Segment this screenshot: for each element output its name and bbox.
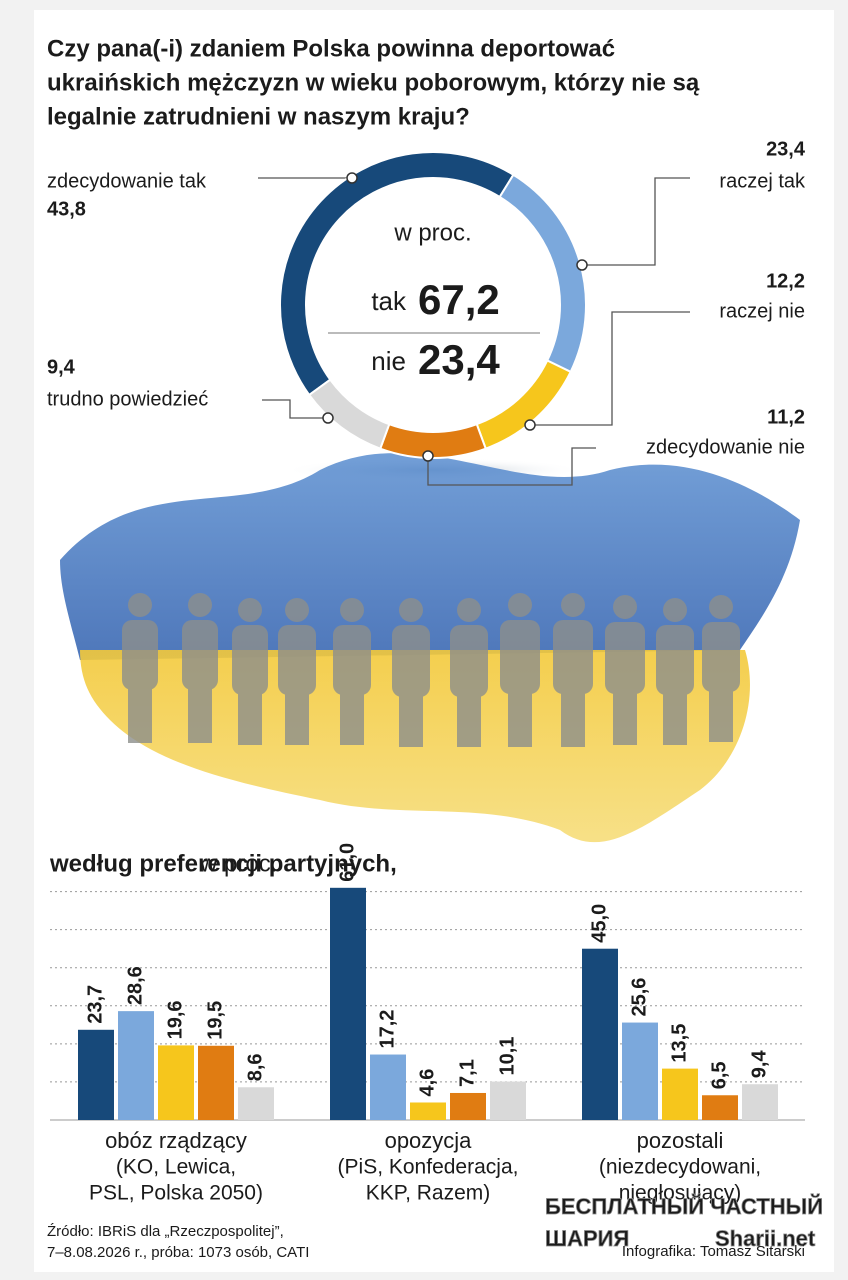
bar-value-label: 19,6 (164, 1000, 186, 1039)
title: ukraińskich mężczyzn w wieku poborowym, … (47, 69, 700, 96)
category-label: raczej nie (719, 300, 805, 322)
bar (410, 1102, 446, 1120)
bar-value-label: 13,5 (668, 1024, 690, 1063)
bar (370, 1054, 406, 1120)
category-label: pozostali (637, 1128, 724, 1153)
bar (158, 1045, 194, 1120)
title: legalnie zatrudnieni w naszym kraju? (47, 103, 470, 130)
leader-dot (346, 172, 358, 184)
bar-value-label: 45,0 (588, 904, 610, 943)
summary-value: 67,2 (418, 276, 500, 323)
watermark: ШАРИЯ (545, 1226, 629, 1251)
bar (118, 1011, 154, 1120)
value-label: 12,2 (766, 270, 805, 292)
bar-value-label: 23,7 (84, 985, 106, 1024)
bar-chart: według preferencji partyjnych,w proc. obó… (49, 843, 805, 1205)
category-label: raczej tak (719, 170, 806, 192)
flag-illustration (60, 453, 800, 843)
bar (450, 1092, 486, 1120)
summary-value: 23,4 (418, 336, 500, 383)
credit: Infografika: Tomasz Sitarski (622, 1243, 805, 1260)
watermark: Sharii.net (715, 1226, 816, 1251)
bar-value-label: 9,4 (748, 1050, 770, 1079)
bar-value-label: 17,2 (376, 1010, 398, 1049)
bar-value-label: 8,6 (244, 1053, 266, 1081)
footer: Źródło: IBRiS dla „Rzeczpospolitej”, 7–8.… (47, 1193, 823, 1261)
bar-value-label: 28,6 (124, 966, 146, 1005)
bar (702, 1095, 738, 1120)
category-note: (niezdecydowani, (599, 1156, 761, 1179)
bar (742, 1084, 778, 1120)
title: Czy pana(-i) zdaniem Polska powinna depo… (47, 35, 615, 62)
bar (78, 1029, 114, 1120)
summary-label: nie (371, 346, 406, 376)
bar-value-label: 61,0 (336, 843, 358, 882)
category-note: (PiS, Konfederacja, (338, 1156, 519, 1179)
bar (330, 887, 366, 1120)
value-label: 43,8 (47, 198, 86, 220)
bar-value-label: 7,1 (456, 1059, 478, 1087)
bar (582, 948, 618, 1120)
leader-dot (524, 419, 536, 431)
bar (662, 1068, 698, 1120)
leader-dot (422, 450, 434, 462)
category-label: zdecydowanie nie (646, 436, 805, 458)
value-label: 9,4 (47, 356, 76, 378)
donut-segment (307, 378, 391, 450)
bar-value-label: 4,6 (416, 1069, 438, 1097)
leader-dot (576, 259, 588, 271)
leader-lines (258, 177, 690, 486)
bar (238, 1087, 274, 1120)
category-note: (KO, Lewica, (116, 1156, 236, 1179)
bar (622, 1022, 658, 1120)
bar-value-label: 25,6 (628, 978, 650, 1017)
source: 7–8.08.2026 r., próba: 1073 osób, CATI (47, 1244, 309, 1261)
source: Źródło: IBRiS dla „Rzeczpospolitej”, (47, 1223, 284, 1240)
value-label: 11,2 (767, 406, 805, 428)
category-note: PSL, Polska 2050) (89, 1182, 263, 1205)
category-label: trudno powiedzieć (47, 388, 208, 410)
value-label: 23,4 (766, 138, 806, 160)
category-note: KKP, Razem) (366, 1182, 491, 1205)
bar-value-label: 6,5 (708, 1061, 730, 1089)
chart-title: według preferencji partyjnych, (49, 850, 397, 877)
bar (198, 1045, 234, 1120)
chart-unit: w proc. (199, 850, 277, 877)
summary-label: tak (371, 286, 407, 316)
unit: w proc. (393, 219, 471, 246)
category-label: opozycja (385, 1128, 473, 1153)
donut-chart: Czy pana(-i) zdaniem Polska powinna depo… (47, 35, 806, 462)
bar-value-label: 10,1 (496, 1037, 518, 1076)
watermark: БЕСПЛАТНЫЙ ЧАСТНЫЙ (545, 1194, 823, 1219)
bar (490, 1081, 526, 1120)
bar-value-label: 19,5 (204, 1001, 226, 1040)
category-label: zdecydowanie tak (47, 170, 207, 192)
category-note: niegłosujący) (619, 1182, 742, 1205)
category-label: obóz rządzący (105, 1128, 247, 1153)
leader-dot (322, 412, 334, 424)
